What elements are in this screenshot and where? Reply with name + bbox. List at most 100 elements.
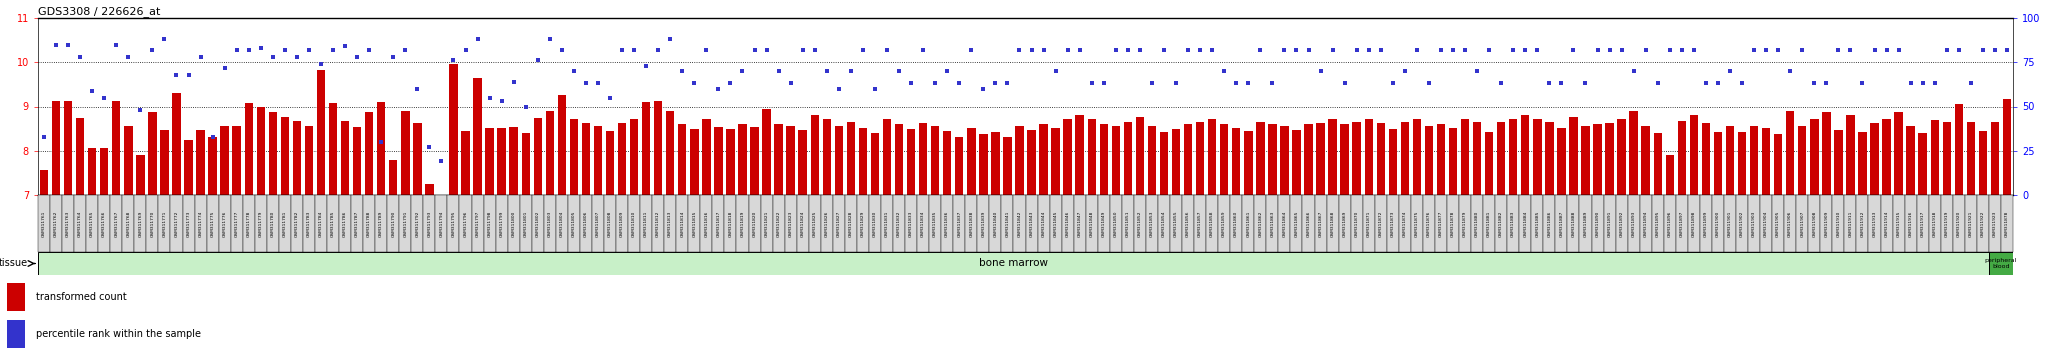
Point (1376, 81, 1409, 86)
Point (1798, 81, 1831, 86)
Bar (510, 127, 518, 195)
Point (461, 36, 494, 42)
Point (1208, 68, 1241, 74)
Point (1556, 47, 1589, 53)
Bar (1364, 119, 1372, 195)
FancyBboxPatch shape (1290, 195, 1303, 252)
Bar (1196, 122, 1204, 195)
Point (172, 72, 205, 78)
Bar (786, 126, 795, 195)
Text: GSM311809: GSM311809 (621, 210, 625, 237)
FancyBboxPatch shape (664, 195, 676, 252)
Point (510, 104, 543, 109)
FancyBboxPatch shape (977, 195, 989, 252)
Point (1907, 81, 1939, 86)
Point (1593, 47, 1626, 53)
FancyBboxPatch shape (375, 195, 387, 252)
Text: GSM311815: GSM311815 (692, 210, 696, 237)
Point (1845, 81, 1878, 86)
Point (883, 68, 915, 74)
Text: GSM311892: GSM311892 (1620, 210, 1624, 237)
Bar (979, 134, 987, 195)
Point (870, 47, 903, 53)
FancyBboxPatch shape (1423, 195, 1436, 252)
Bar (1919, 133, 1927, 195)
Bar (365, 112, 373, 195)
Bar (1630, 111, 1638, 195)
Bar (1823, 112, 1831, 195)
Bar (1038, 124, 1049, 195)
Text: GSM311765: GSM311765 (90, 210, 94, 237)
Point (1028, 47, 1061, 53)
Text: GSM311907: GSM311907 (1800, 210, 1804, 237)
Text: GSM311774: GSM311774 (199, 210, 203, 237)
Point (1640, 81, 1673, 86)
Bar (221, 126, 229, 195)
Text: GSM311856: GSM311856 (1186, 210, 1190, 237)
Bar (727, 129, 735, 195)
Bar (846, 122, 856, 195)
Point (485, 98, 518, 104)
FancyBboxPatch shape (1989, 195, 2001, 252)
Point (209, 65, 242, 70)
FancyBboxPatch shape (1135, 195, 1147, 252)
Bar (750, 127, 758, 195)
Point (858, 86, 891, 92)
FancyBboxPatch shape (1591, 195, 1604, 252)
Point (1448, 47, 1481, 53)
Bar (293, 121, 301, 195)
Point (147, 36, 180, 42)
FancyBboxPatch shape (772, 195, 784, 252)
FancyBboxPatch shape (1303, 195, 1315, 252)
Bar (1931, 120, 1939, 195)
FancyBboxPatch shape (592, 195, 604, 252)
Point (1196, 47, 1229, 53)
Text: GSM311807: GSM311807 (596, 210, 600, 237)
Text: transformed count: transformed count (35, 292, 127, 302)
Bar (1401, 122, 1409, 195)
FancyBboxPatch shape (1855, 195, 1868, 252)
FancyBboxPatch shape (446, 195, 459, 252)
Text: GSM311770: GSM311770 (150, 210, 154, 237)
Point (1677, 47, 1710, 53)
Text: GSM311789: GSM311789 (379, 210, 383, 237)
Point (1919, 81, 1952, 86)
Text: GSM311850: GSM311850 (1114, 210, 1118, 237)
Bar (762, 109, 770, 195)
Bar (883, 119, 891, 195)
Bar (1051, 128, 1059, 195)
Bar (1413, 119, 1421, 195)
FancyBboxPatch shape (471, 195, 483, 252)
FancyBboxPatch shape (1362, 195, 1374, 252)
Point (1135, 81, 1167, 86)
Bar (920, 123, 928, 195)
Bar (100, 148, 109, 195)
Text: GSM311798: GSM311798 (487, 210, 492, 237)
Text: GSM311837: GSM311837 (956, 210, 961, 237)
Point (834, 68, 866, 74)
Point (582, 81, 614, 86)
Point (522, 58, 555, 63)
Bar (1944, 122, 1952, 195)
Bar (823, 119, 831, 195)
Text: GSM311761: GSM311761 (43, 210, 45, 237)
Text: GSM311800: GSM311800 (512, 210, 516, 237)
Bar (799, 130, 807, 195)
Point (389, 47, 422, 53)
FancyBboxPatch shape (412, 195, 424, 252)
FancyBboxPatch shape (1507, 195, 1520, 252)
FancyBboxPatch shape (1640, 195, 1653, 252)
Bar (631, 119, 639, 195)
Text: GSM311908: GSM311908 (1812, 210, 1817, 237)
Text: GSM311878: GSM311878 (1452, 210, 1454, 237)
FancyBboxPatch shape (1724, 195, 1737, 252)
Text: bone marrow: bone marrow (979, 258, 1049, 268)
Point (1942, 47, 1974, 53)
FancyBboxPatch shape (868, 195, 881, 252)
Text: GSM311887: GSM311887 (1559, 210, 1563, 237)
FancyBboxPatch shape (700, 195, 713, 252)
Bar (991, 132, 999, 195)
Bar (340, 121, 350, 195)
FancyBboxPatch shape (1411, 195, 1423, 252)
Bar (1016, 126, 1024, 195)
